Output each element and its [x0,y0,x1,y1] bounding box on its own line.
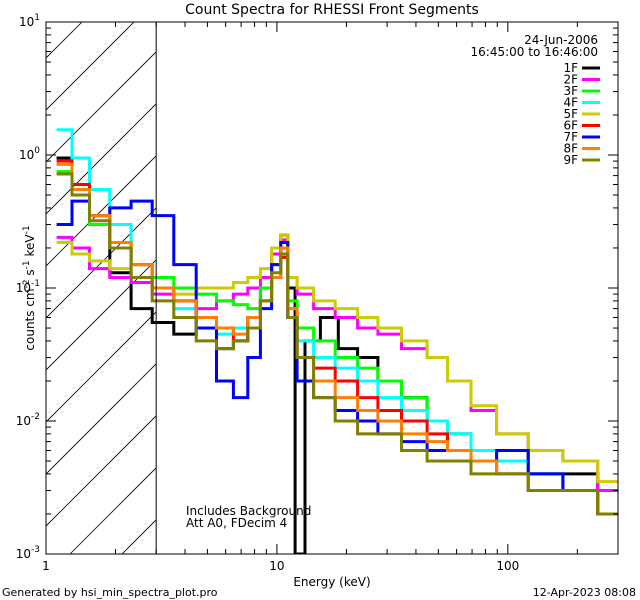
date-label: 24-Jun-2006 [524,33,598,47]
series-8F [56,162,618,516]
axis-ticks: 1 10 100 10-3 10-2 10-1 100 101 [16,13,619,573]
x-tick-label: 1 [42,559,50,573]
generator-note: Generated by hsi_min_spectra_plot.pro [2,586,218,599]
y-tick-label: 10-2 [16,412,40,428]
legend-label-2F: 2F [563,73,578,87]
y-tick-label: 10-1 [16,279,40,295]
hatch-line [46,51,157,163]
legend-label-7F: 7F [563,130,578,144]
x-axis-label: Energy (keV) [293,575,370,589]
series-4F [56,128,618,516]
hatch-line [121,519,157,554]
x-tick-label: 100 [496,559,519,573]
legend-label-3F: 3F [563,84,578,98]
x-tick-label: 10 [269,559,284,573]
series-3F [56,170,618,516]
legend-label-5F: 5F [563,107,578,121]
y-tick-label: 100 [19,146,40,162]
series-2F [56,235,618,492]
hatch-line [46,155,157,267]
hatch-line [46,259,157,371]
time-range-label: 16:45:00 to 16:46:00 [471,45,598,59]
y-axis-label: counts cm-2 s-1 keV-1 [22,225,37,350]
annotation-background: Includes Background [186,504,311,518]
series-6F [56,159,618,516]
y-tick-label: 10-3 [16,545,40,561]
legend-label-4F: 4F [563,96,578,110]
series-9F [56,172,618,516]
hatch-line [46,207,157,319]
timestamp: 12-Apr-2023 08:08 [533,586,636,599]
y-tick-label: 101 [19,13,40,29]
hatch-line [46,22,83,59]
legend-label-1F: 1F [563,61,578,75]
hatch-line [46,415,157,527]
hatch-line [46,22,135,111]
series-group [56,128,618,554]
hatched-region [46,22,157,554]
annotation-attenuator: Att A0, FDecim 4 [186,516,287,530]
legend-label-8F: 8F [563,142,578,156]
legend-label-9F: 9F [563,153,578,167]
hatch-line [46,363,157,475]
legend-label-6F: 6F [563,119,578,133]
chart-title: Count Spectra for RHESSI Front Segments [185,2,479,18]
